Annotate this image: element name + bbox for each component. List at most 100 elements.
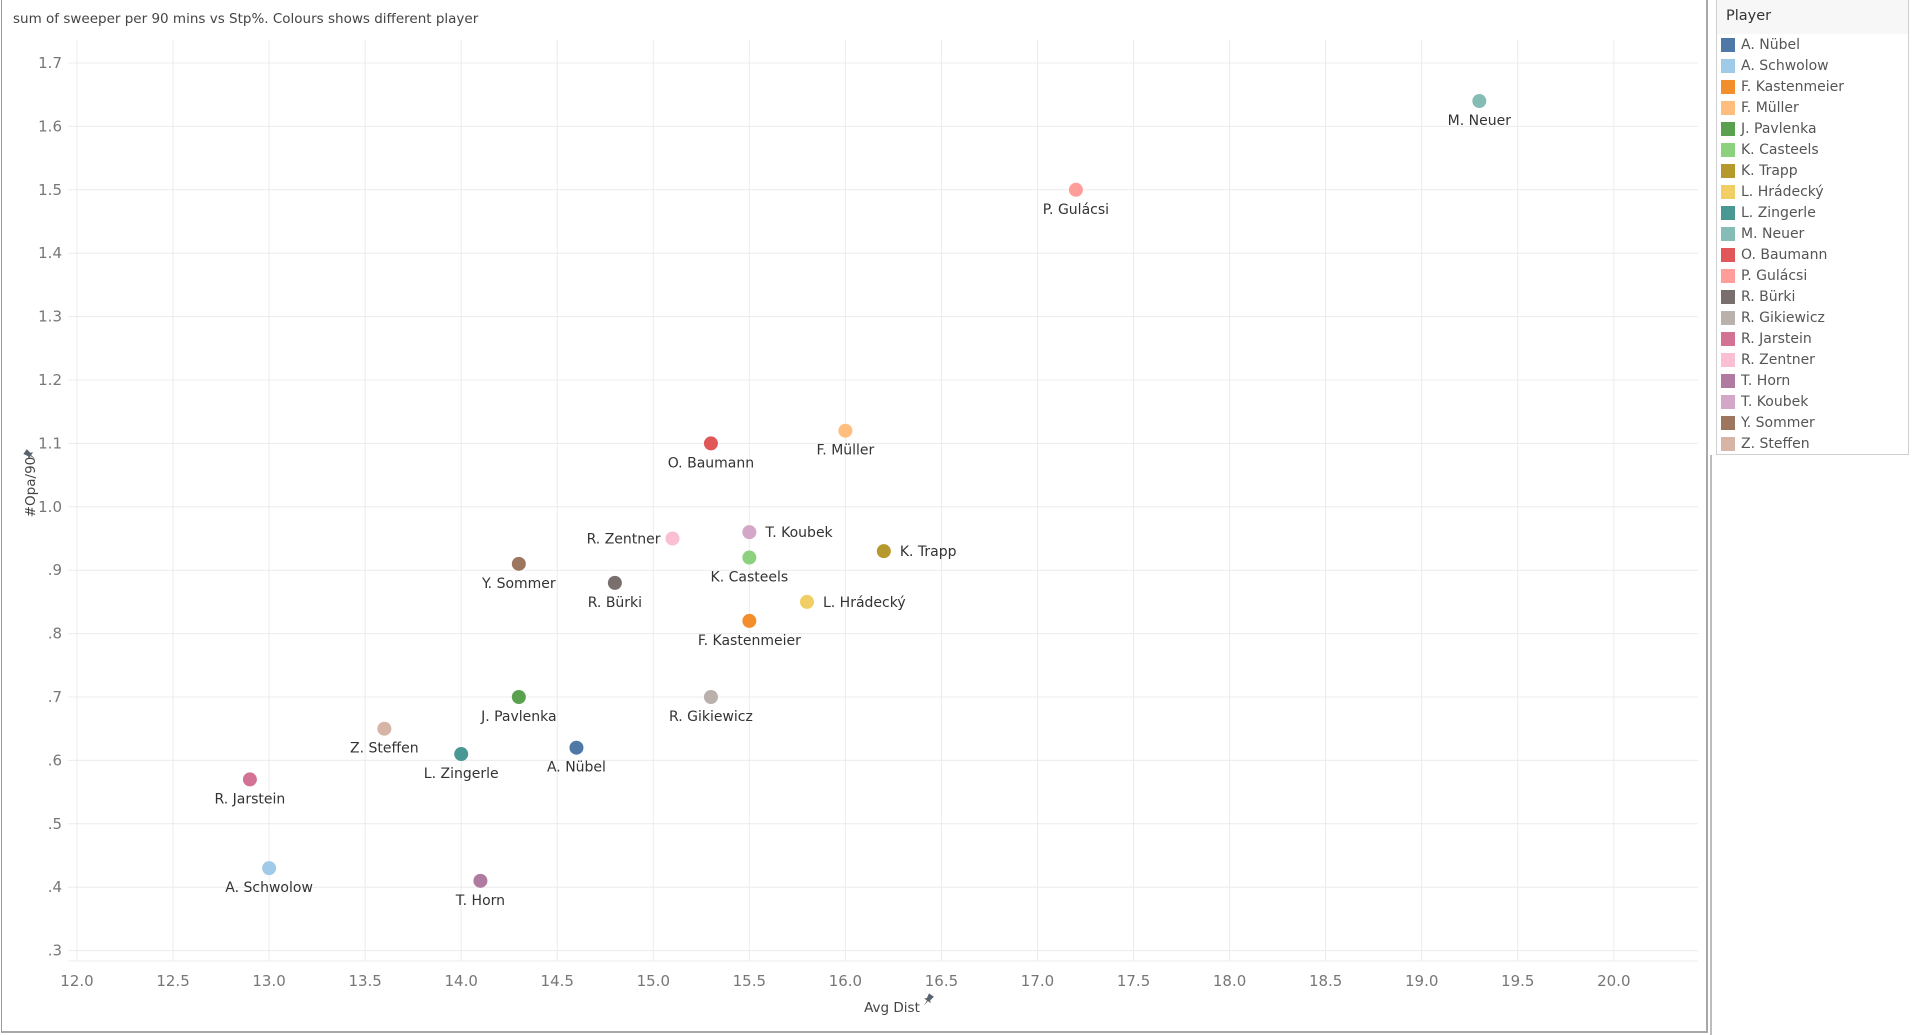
legend-swatch [1721, 289, 1735, 304]
legend-item[interactable]: F. Kastenmeier [1717, 76, 1908, 97]
pin-icon[interactable] [23, 448, 38, 462]
y-axis-ticks: .3 .4 .5 .6 .7 .8 .9 1.0 1.1 1.2 1.3 1.4 1.5 1.6 1.7 [38, 54, 62, 960]
legend-label: L. Zingerle [1741, 204, 1816, 221]
legend-item[interactable]: R. Jarstein [1717, 328, 1908, 349]
point-label: L. Hrádecký [823, 595, 906, 611]
data-point[interactable] [838, 423, 853, 438]
legend-item[interactable]: T. Koubek [1717, 391, 1908, 412]
legend-swatch [1721, 331, 1735, 346]
legend-item[interactable]: T. Horn [1717, 370, 1908, 391]
legend-item[interactable]: J. Pavlenka [1717, 118, 1908, 139]
x-tick-label: 12.5 [156, 972, 189, 990]
legend-label: O. Baumann [1741, 246, 1828, 263]
legend-item[interactable]: A. Nübel [1717, 34, 1908, 55]
point-label: P. Gulácsi [1043, 202, 1109, 218]
y-tick-label: 1.4 [38, 244, 62, 262]
data-point[interactable] [511, 690, 526, 704]
legend-item[interactable]: O. Baumann [1717, 244, 1908, 265]
point-label: L. Zingerle [424, 766, 499, 782]
point-label: Z. Steffen [350, 741, 419, 757]
legend-swatch [1721, 58, 1735, 73]
data-point[interactable] [876, 544, 891, 559]
x-tick-label: 13.5 [348, 972, 381, 990]
data-point[interactable] [473, 873, 488, 888]
legend-swatch [1721, 394, 1735, 409]
y-tick-label: 1.2 [38, 371, 62, 389]
legend-swatch [1721, 436, 1735, 451]
legend-swatch [1721, 37, 1735, 52]
legend-label: Z. Steffen [1741, 435, 1810, 452]
data-point[interactable] [742, 613, 757, 628]
legend-item[interactable]: Y. Sommer [1717, 412, 1908, 433]
data-point[interactable] [1472, 94, 1487, 109]
y-axis-title[interactable]: #Opa/90 [23, 457, 39, 518]
divider [1710, 455, 1712, 1035]
y-tick-label: 1.3 [38, 308, 62, 326]
data-point[interactable] [511, 556, 526, 571]
x-axis-title[interactable]: Avg Dist [864, 1000, 920, 1016]
y-tick-label: .7 [48, 688, 62, 706]
scatter-plot: 12.0 12.5 13.0 13.5 14.0 14.5 15.0 15.5 16.0 16.5… [23, 40, 1698, 1016]
x-tick-label: 18.0 [1213, 972, 1246, 990]
legend-swatch [1721, 142, 1735, 157]
legend-item[interactable]: K. Casteels [1717, 139, 1908, 160]
data-point[interactable] [1068, 182, 1083, 197]
data-point[interactable] [742, 550, 757, 565]
data-point[interactable] [799, 594, 814, 609]
point-label: R. Zentner [587, 532, 661, 548]
x-tick-label: 16.0 [829, 972, 862, 990]
y-tick-label: .5 [48, 815, 62, 833]
legend-item[interactable]: R. Zentner [1717, 349, 1908, 370]
legend-label: L. Hrádecký [1741, 183, 1824, 200]
y-tick-label: .3 [48, 942, 62, 960]
point-label: A. Schwolow [225, 880, 313, 896]
y-axis-title-group[interactable]: #Opa/90 [23, 448, 39, 517]
data-point[interactable] [377, 721, 392, 736]
x-axis-title-group[interactable]: Avg Dist [864, 993, 935, 1016]
legend-item[interactable]: R. Gikiewicz [1717, 307, 1908, 328]
point-label: R. Jarstein [215, 791, 286, 807]
legend-items: A. Nübel A. Schwolow F. Kastenmeier F. Müll… [1717, 34, 1908, 454]
legend-item[interactable]: R. Bürki [1717, 286, 1908, 307]
data-point[interactable] [703, 436, 718, 451]
legend-swatch [1721, 310, 1735, 325]
legend-item[interactable]: M. Neuer [1717, 223, 1908, 244]
data-point[interactable] [703, 690, 718, 704]
legend: Player A. Nübel A. Schwolow F. Kastenmeier… [1716, 0, 1909, 455]
legend-swatch [1721, 247, 1735, 262]
data-point[interactable] [607, 575, 622, 590]
data-point[interactable] [742, 525, 757, 540]
legend-item[interactable]: Z. Steffen [1717, 433, 1908, 454]
x-tick-label: 15.5 [733, 972, 766, 990]
legend-item[interactable]: L. Zingerle [1717, 202, 1908, 223]
legend-swatch [1721, 163, 1735, 178]
data-point[interactable] [569, 740, 584, 755]
pin-icon[interactable] [921, 993, 935, 1008]
y-tick-label: .9 [48, 561, 62, 579]
x-tick-label: 19.0 [1405, 972, 1438, 990]
chart-frame [1, 0, 1708, 1033]
y-tick-label: 1.1 [38, 434, 62, 452]
x-tick-label: 12.0 [60, 972, 93, 990]
point-label: K. Trapp [900, 544, 957, 560]
legend-swatch [1721, 184, 1735, 199]
x-tick-label: 13.0 [252, 972, 285, 990]
legend-label: F. Kastenmeier [1741, 78, 1844, 95]
point-label: F. Kastenmeier [698, 633, 801, 649]
data-point[interactable] [665, 531, 680, 546]
legend-item[interactable]: K. Trapp [1717, 160, 1908, 181]
data-point[interactable] [454, 747, 469, 762]
legend-swatch [1721, 121, 1735, 136]
legend-label: A. Nübel [1741, 36, 1800, 53]
legend-item[interactable]: A. Schwolow [1717, 55, 1908, 76]
data-point[interactable] [242, 772, 257, 787]
legend-label: R. Jarstein [1741, 330, 1812, 347]
legend-item[interactable]: F. Müller [1717, 97, 1908, 118]
legend-swatch [1721, 226, 1735, 241]
legend-item[interactable]: P. Gulácsi [1717, 265, 1908, 286]
point-label: M. Neuer [1448, 113, 1512, 129]
legend-swatch [1721, 352, 1735, 367]
x-tick-label: 15.0 [637, 972, 670, 990]
legend-item[interactable]: L. Hrádecký [1717, 181, 1908, 202]
data-point[interactable] [262, 861, 277, 876]
